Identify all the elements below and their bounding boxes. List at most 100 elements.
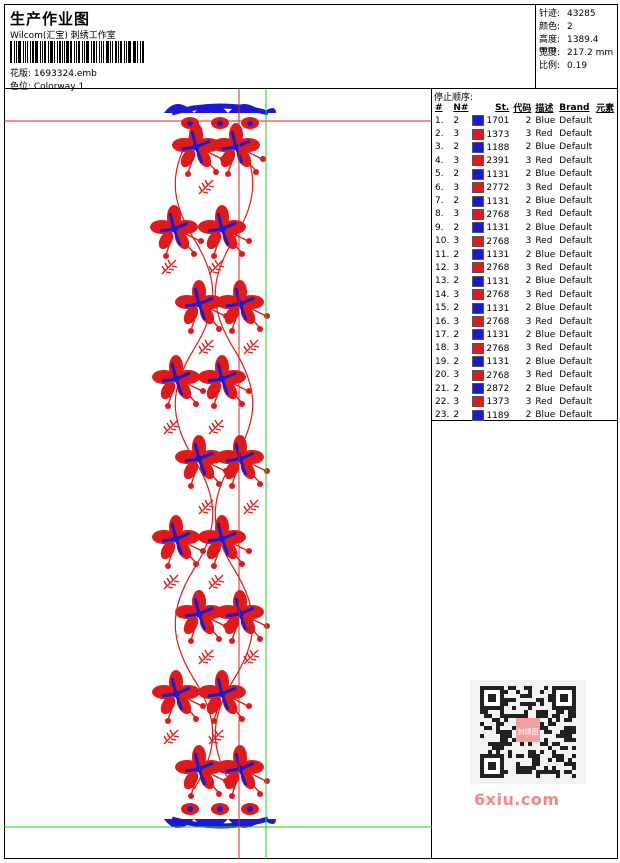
qr-module (492, 746, 496, 750)
color-swatch (472, 289, 485, 301)
cell-stitches: 2772 (470, 181, 511, 194)
cell-element (594, 168, 616, 181)
qr-module (500, 710, 504, 714)
qr-module (540, 770, 544, 774)
qr-module (496, 742, 500, 746)
qr-module (500, 734, 504, 738)
cell-brand: Default (559, 155, 593, 166)
qr-module (564, 718, 568, 722)
cell-element (594, 301, 616, 314)
color-swatch (472, 249, 485, 261)
color-swatch (472, 222, 485, 234)
qr-module (568, 734, 572, 738)
sequence-header-row: # N# St. 代码 描述 Brand 元素 (433, 101, 616, 115)
table-row: 20. 3 2768 3 Red Default (433, 368, 616, 381)
cell-code: 2 (525, 276, 532, 287)
qr-module (520, 714, 524, 718)
cell-element (594, 127, 616, 140)
qr-module (572, 754, 576, 758)
qr-module (548, 718, 552, 722)
cell-description: Blue (535, 142, 556, 153)
cell-index: 11. (435, 249, 450, 260)
stitch-count: 1373 (486, 129, 510, 140)
qr-module (564, 770, 568, 774)
cell-description: Blue (535, 410, 556, 421)
qr-module (548, 746, 552, 750)
qr-module (572, 762, 576, 766)
cell-index: 2. (435, 129, 444, 140)
cell-stitches: 2768 (470, 342, 511, 355)
barcode-bar (110, 41, 112, 63)
stat-width: 宽度: 217.2 mm (539, 48, 614, 58)
cell-element (594, 342, 616, 355)
cell-stitches: 1701 (470, 114, 511, 127)
cell-description: Red (535, 182, 553, 193)
qr-module (564, 726, 568, 730)
qr-module (544, 714, 548, 718)
cell-description: Blue (535, 356, 556, 367)
barcode-bar (15, 41, 17, 63)
cell-index: 14. (435, 289, 450, 300)
cell-needle: 2 (453, 329, 460, 340)
cell-brand: Default (559, 316, 593, 327)
cell-code: 3 (525, 343, 532, 354)
table-row: 19. 2 1131 2 Blue Default (433, 355, 616, 368)
qr-module (564, 738, 568, 742)
barcode-bar (53, 41, 55, 63)
qr-module (520, 754, 524, 758)
qr-module (544, 770, 548, 774)
qr-module (524, 694, 528, 698)
color-swatch (472, 182, 485, 194)
barcode-bar (74, 41, 76, 63)
qr-code-graphic: 刺绣图 (470, 680, 586, 784)
qr-module (540, 722, 544, 726)
watermark-site: 6xiu.com (474, 790, 560, 809)
design-preview (4, 89, 432, 859)
qr-module (528, 686, 532, 690)
qr-module (556, 710, 560, 714)
qr-module (544, 730, 548, 734)
qr-module (528, 766, 532, 770)
qr-module (548, 698, 552, 702)
cell-needle: 2 (453, 222, 460, 233)
barcode-bar (119, 41, 122, 63)
qr-module (556, 758, 560, 762)
cell-element (594, 288, 616, 301)
cell-code: 3 (525, 155, 532, 166)
qr-module (572, 746, 576, 750)
stitch-count: 1188 (486, 142, 510, 153)
barcode-bar (13, 41, 15, 63)
cell-element (594, 328, 616, 341)
color-swatch (472, 195, 485, 207)
qr-module (496, 722, 500, 726)
cell-stitches: 1131 (470, 221, 511, 234)
qr-module (552, 766, 556, 770)
qr-module (528, 702, 532, 706)
table-row: 22. 3 1373 3 Red Default (433, 395, 616, 408)
cell-needle: 2 (453, 196, 460, 207)
qr-module (496, 750, 500, 754)
cell-stitches: 2391 (470, 154, 511, 167)
qr-module (496, 730, 500, 734)
qr-module (572, 738, 576, 742)
cell-brand: Default (559, 249, 593, 260)
barcode-bar (66, 41, 70, 63)
cell-needle: 2 (453, 142, 460, 153)
cell-code: 2 (525, 142, 532, 153)
qr-module (552, 722, 556, 726)
barcode-bar (70, 41, 73, 63)
cell-element (594, 248, 616, 261)
col-needle: N# (453, 102, 469, 113)
cell-code: 2 (525, 222, 532, 233)
qr-module (564, 762, 568, 766)
stitch-count: 1131 (486, 303, 510, 314)
qr-module (560, 734, 564, 738)
qr-finder-center (488, 694, 496, 702)
table-row: 4. 3 2391 3 Red Default (433, 154, 616, 167)
cell-element (594, 409, 616, 422)
cell-brand: Default (559, 370, 593, 381)
qr-module (500, 730, 504, 734)
cell-element (594, 382, 616, 395)
qr-finder-center (560, 694, 568, 702)
qr-module (524, 766, 528, 770)
